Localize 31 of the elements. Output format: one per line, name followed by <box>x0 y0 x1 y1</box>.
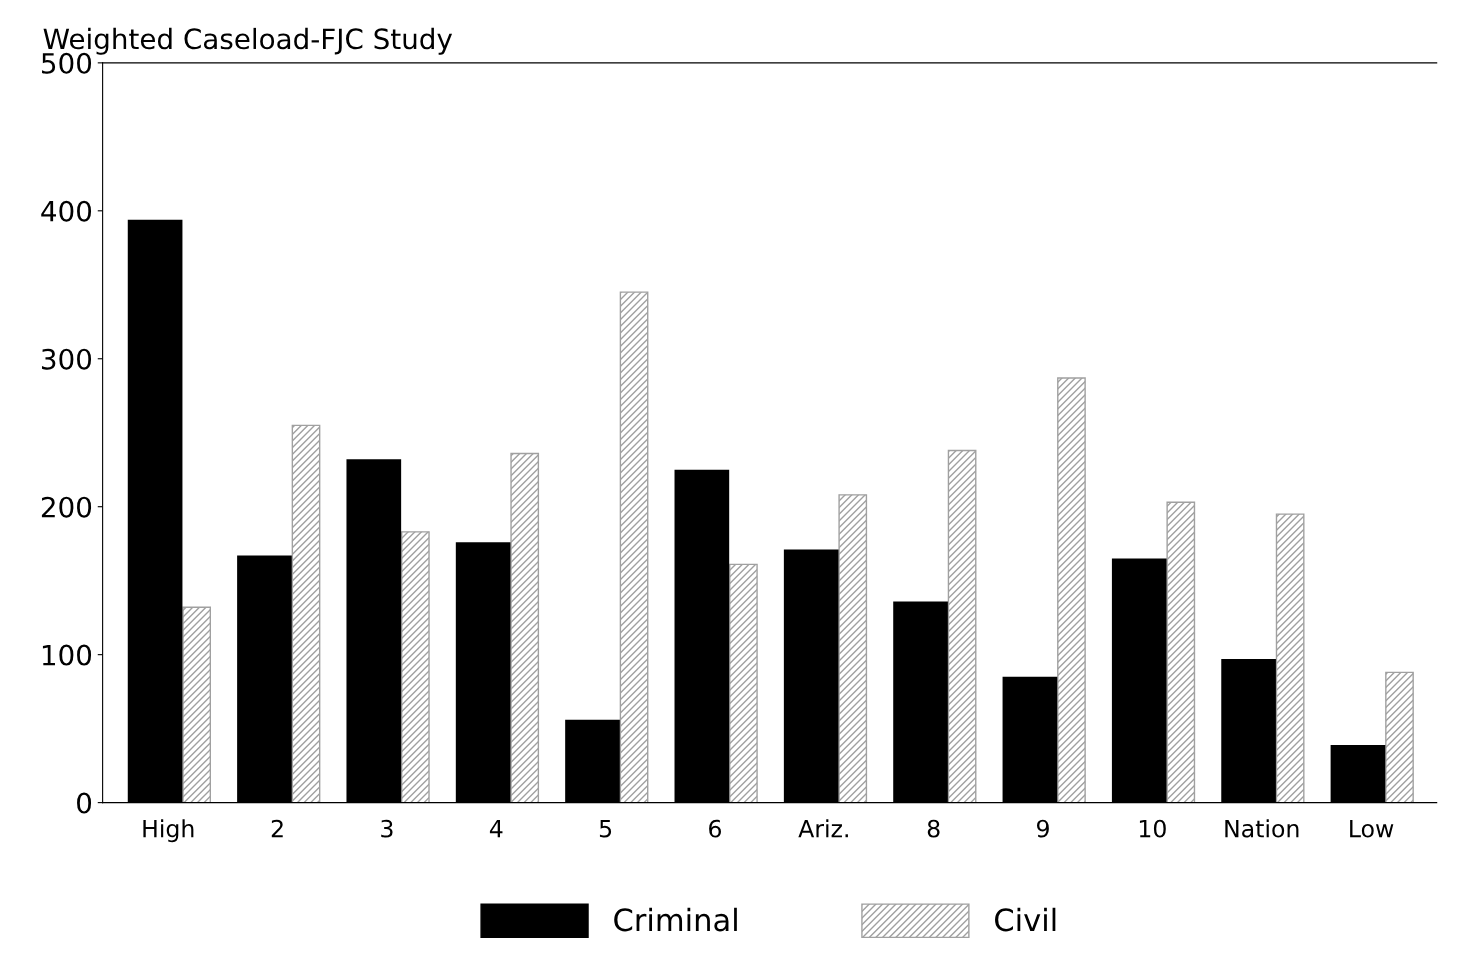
bar <box>182 606 212 803</box>
bar <box>400 531 430 803</box>
x-tick-label: Ariz. <box>798 819 848 838</box>
bar <box>510 452 540 803</box>
y-tick-label: 200 <box>41 496 92 518</box>
bar <box>1166 501 1196 803</box>
legend-label: Criminal <box>614 907 737 932</box>
y-tick-label: 300 <box>41 348 92 370</box>
bar <box>1275 513 1305 803</box>
bar <box>1385 671 1414 803</box>
x-tick-label: 4 <box>489 820 503 838</box>
x-tick-label: 10 <box>1139 819 1166 838</box>
bar <box>291 424 321 803</box>
x-tick-label: 2 <box>271 819 283 838</box>
x-tick-label: 6 <box>709 819 721 838</box>
x-tick-label: 9 <box>1037 819 1049 838</box>
y-tick-label: 400 <box>41 200 92 222</box>
y-tick-label: 100 <box>42 644 92 666</box>
x-tick-label: 3 <box>381 819 393 838</box>
bar <box>619 291 649 803</box>
legend-label: Civil <box>995 907 1056 932</box>
x-tick-label: High <box>143 819 194 843</box>
x-tick-label: Nation <box>1225 819 1299 838</box>
x-tick-label: 8 <box>927 819 940 838</box>
x-tick-label: Low <box>1350 820 1394 838</box>
bar <box>1057 377 1086 803</box>
y-tick-label: 0 <box>77 792 92 814</box>
bar <box>947 449 977 803</box>
bar <box>838 494 868 803</box>
x-tick-label: 5 <box>599 820 612 838</box>
bar <box>729 563 758 803</box>
